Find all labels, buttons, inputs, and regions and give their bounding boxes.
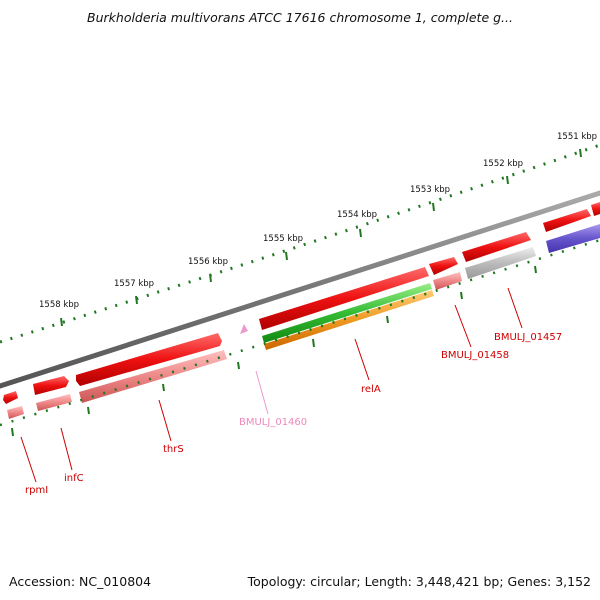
scale-label-1556: 1556 kbp [188,257,228,267]
genome-summary-text: Topology: circular; Length: 3,448,421 bp… [247,574,591,589]
feature-next-blue[interactable] [546,224,600,253]
chromosome-backbone [0,190,600,389]
scale-label-1557: 1557 kbp [114,279,154,289]
scale-labels: 1558 kbp 1557 kbp 1556 kbp 1555 kbp 1554… [39,132,597,310]
map-title: Burkholderia multivorans ATCC 17616 chro… [87,10,513,25]
gene-arrow-next-2[interactable] [591,202,600,216]
gene-arrow-next-1[interactable] [543,209,591,232]
inner-scale-ring [0,238,600,437]
gene-arrow-BMULJ-01458[interactable] [429,257,458,275]
gene-arrow-relA[interactable] [259,267,429,330]
accession-text: Accession: NC_010804 [9,574,152,589]
scale-major-ticks [60,148,582,327]
gene-arrow-BMULJ-01457[interactable] [462,232,531,262]
leader-BMULJ-01458 [454,304,472,348]
leader-infC [60,427,73,471]
label-leaders [20,287,523,483]
leader-thrS [158,399,172,442]
gene-labels: rpmI infC thrS BMULJ_01460 relA BMULJ_01… [25,332,562,496]
leader-relA [354,338,370,381]
feature-infC[interactable] [36,394,72,411]
scale-label-1551: 1551 kbp [557,132,597,142]
gene-label-BMULJ-01457[interactable]: BMULJ_01457 [494,332,562,343]
scale-label-1555: 1555 kbp [263,234,303,244]
feature-relA-green[interactable] [262,283,432,343]
gene-label-thrS[interactable]: thrS [163,444,184,455]
leader-BMULJ-01460 [255,370,269,415]
scale-ring [0,143,600,344]
gene-label-relA[interactable]: relA [361,384,381,395]
feature-BMULJ-01458[interactable] [433,272,462,290]
feature-track [7,224,600,419]
leader-BMULJ-01457 [507,287,523,329]
leader-rpmI [20,436,37,483]
gene-label-infC[interactable]: infC [64,473,84,484]
forward-track [3,202,600,404]
gene-arrow-rpmI[interactable] [3,391,18,404]
gene-arrow-infC[interactable] [33,376,69,395]
scale-label-1553: 1553 kbp [410,185,450,195]
gene-label-rpmI[interactable]: rpmI [25,485,48,496]
gene-label-BMULJ-01458[interactable]: BMULJ_01458 [441,350,509,361]
scale-label-1558: 1558 kbp [39,300,79,310]
scale-label-1552: 1552 kbp [483,159,523,169]
feature-BMULJ-01457[interactable] [465,247,536,279]
scale-label-1554: 1554 kbp [337,210,377,220]
feature-rpmI[interactable] [7,406,24,419]
gene-arrow-BMULJ-01460[interactable] [240,324,248,334]
gene-label-BMULJ-01460[interactable]: BMULJ_01460 [239,417,307,428]
gene-arrow-thrS[interactable] [76,333,222,386]
